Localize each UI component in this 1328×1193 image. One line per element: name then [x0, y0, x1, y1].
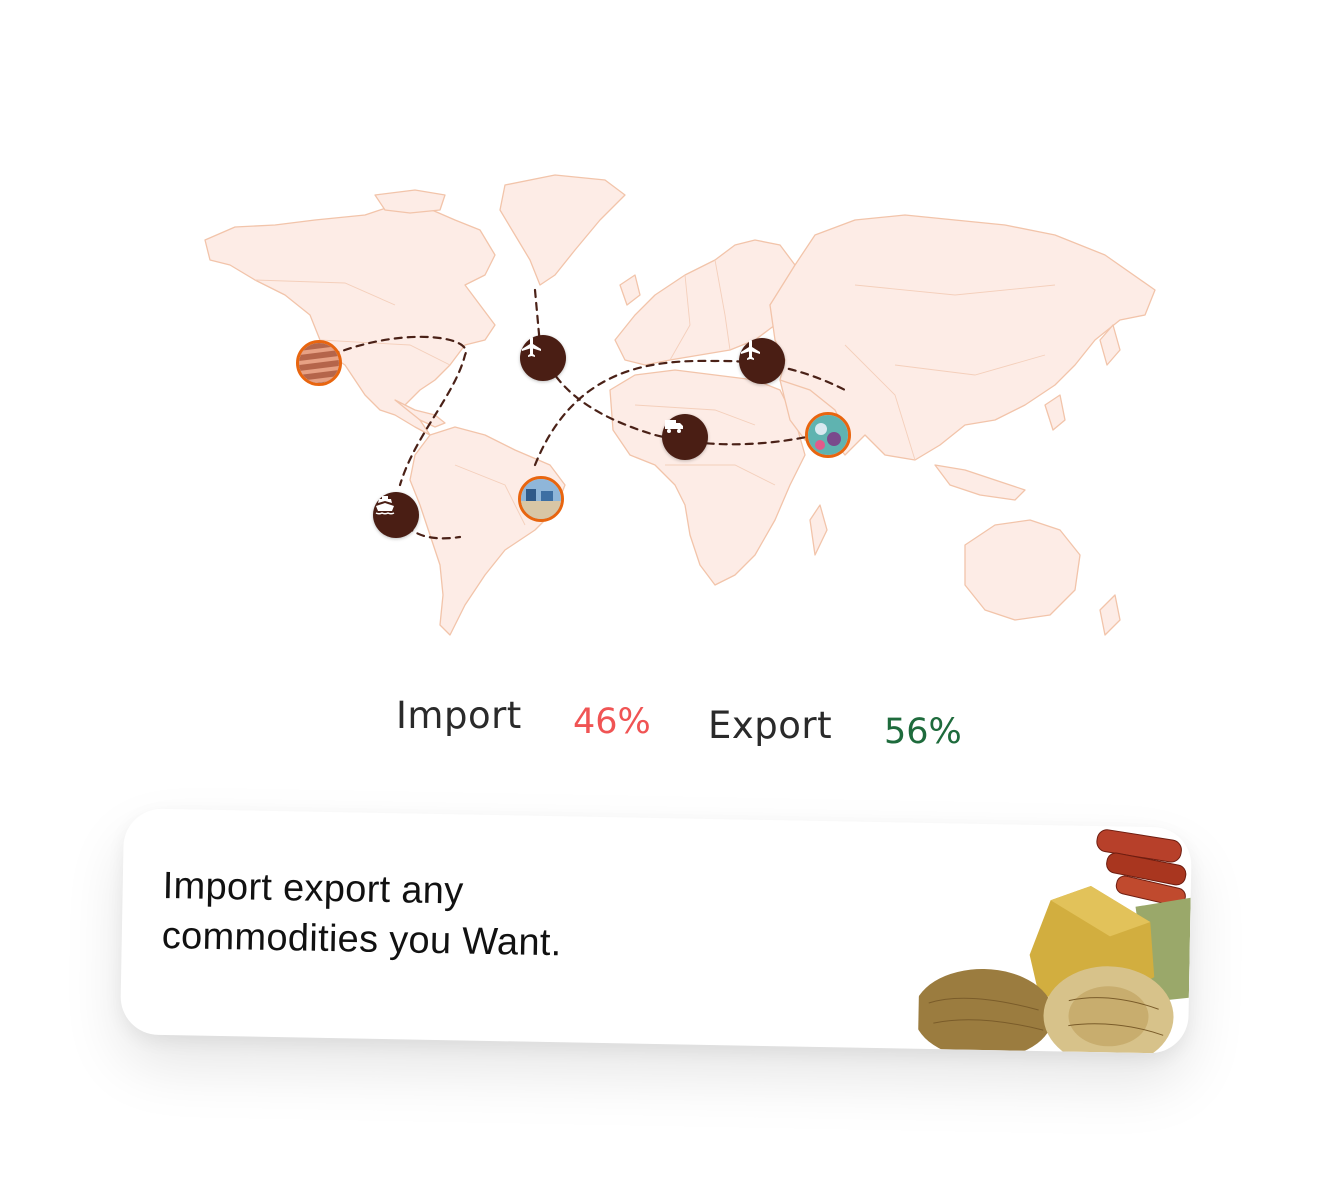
- card-headline-line2: commodities you Want.: [161, 914, 562, 965]
- port-containers-image: [521, 479, 561, 519]
- copper-pipes-image: [299, 343, 339, 383]
- airplane-icon: [522, 337, 541, 357]
- truck-icon: [665, 420, 683, 433]
- world-map-shape: [204, 174, 1156, 636]
- export-percentage: 56%: [884, 712, 962, 752]
- import-percentage: 46%: [573, 702, 651, 742]
- trade-stats: Import 46% Export 56%: [0, 690, 1328, 760]
- airplane-marker-west: [520, 335, 566, 381]
- copper-pipes-marker: [296, 340, 342, 386]
- ship-marker: [373, 492, 419, 538]
- truck-marker: [662, 414, 708, 460]
- airplane-icon: [741, 340, 760, 360]
- ship-icon: [375, 496, 395, 515]
- market-spices-image: [808, 415, 848, 455]
- market-spices-marker: [805, 412, 851, 458]
- commodities-card: Import export any commodities you Want.: [120, 808, 1192, 1054]
- commodities-image: [917, 829, 1191, 1054]
- export-label: Export: [708, 704, 833, 747]
- import-label: Import: [396, 694, 522, 737]
- card-headline: Import export any commodities you Want.: [161, 861, 723, 971]
- airplane-marker-east: [739, 338, 785, 384]
- port-containers-marker: [518, 476, 564, 522]
- world-map: [195, 165, 1170, 645]
